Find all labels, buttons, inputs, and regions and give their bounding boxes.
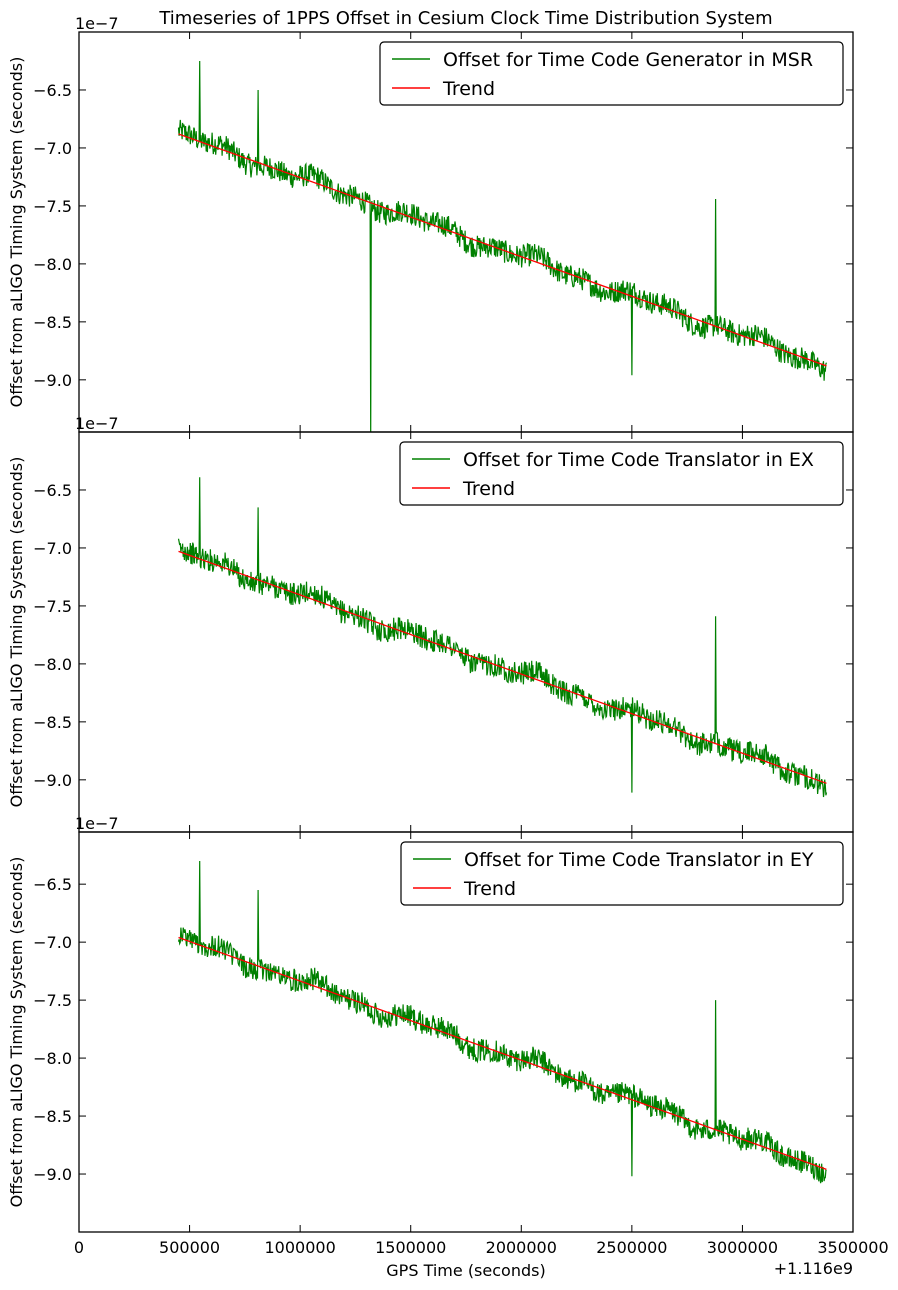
y-tick-label: −8.5 — [33, 313, 72, 332]
y-tick-label: −6.5 — [33, 875, 72, 894]
x-axis-label: GPS Time (seconds) — [386, 1261, 545, 1280]
y-tick-label: −9.0 — [33, 1165, 72, 1184]
chart-panel-middle: −9.0 −8.5 −8.0 −7.5 −7.0 −6.5 1e−7 Offset from … — [7, 414, 854, 833]
chart-panel-top: −9.0 −8.5 −8.0 −7.5 −7.0 −6.5 1e−7 Offset from … — [7, 14, 854, 433]
y-axis-scale-label: 1e−7 — [75, 14, 119, 33]
y-tick-label: −8.0 — [33, 1049, 72, 1068]
x-tick-label: 3000000 — [707, 1238, 778, 1257]
x-tick-label: 1500000 — [375, 1238, 446, 1257]
x-tick-label: 3500000 — [817, 1238, 888, 1257]
legend-label-trend: Trend — [463, 878, 516, 900]
legend-box — [379, 41, 844, 106]
y-tick-label: −8.0 — [33, 655, 72, 674]
data-series-line — [177, 477, 828, 798]
legend-label-data: Offset for Time Code Generator in MSR — [443, 49, 813, 71]
y-tick-label: −8.5 — [33, 713, 72, 732]
legend-label-data: Offset for Time Code Translator in EY — [464, 849, 814, 871]
x-tick-label: 2000000 — [486, 1238, 557, 1257]
y-axis-scale-label: 1e−7 — [75, 814, 119, 833]
trend-line — [178, 550, 827, 784]
y-axis-scale-label: 1e−7 — [75, 414, 119, 433]
x-tick-label: 2500000 — [596, 1238, 667, 1257]
chart-panels: −9.0 −8.5 −8.0 −7.5 −7.0 −6.5 1e−7 Offset from … — [7, 14, 889, 1257]
x-tick-label: 1000000 — [265, 1238, 336, 1257]
y-tick-label: −8.0 — [33, 255, 72, 274]
y-tick-label: −7.0 — [33, 539, 72, 558]
y-tick-label: −6.5 — [33, 481, 72, 500]
y-tick-label: −7.5 — [33, 991, 72, 1010]
y-tick-label: −6.5 — [33, 81, 72, 100]
legend-label-trend: Trend — [442, 78, 495, 100]
chart-title: Timeseries of 1PPS Offset in Cesium Cloc… — [158, 8, 772, 29]
y-axis-label: Offset from aLIGO Timing System (seconds… — [7, 457, 26, 808]
x-tick-label: 500000 — [159, 1238, 220, 1257]
y-tick-label: −7.0 — [33, 139, 72, 158]
x-tick-label: 0 — [74, 1238, 84, 1257]
chart-panel-bottom: −9.0 −8.5 −8.0 −7.5 −7.0 −6.5 0 500000 1000000 15… — [7, 814, 889, 1257]
legend-box — [400, 841, 844, 906]
y-tick-label: −9.0 — [33, 371, 72, 390]
y-tick-label: −8.5 — [33, 1107, 72, 1126]
legend-label-trend: Trend — [462, 478, 515, 500]
legend-label-data: Offset for Time Code Translator in EX — [463, 449, 814, 471]
y-axis-label: Offset from aLIGO Timing System (seconds… — [7, 57, 26, 408]
x-axis-offset-label: +1.116e9 — [774, 1259, 853, 1278]
y-tick-label: −7.5 — [33, 197, 72, 216]
y-tick-label: −7.0 — [33, 933, 72, 952]
y-axis-label: Offset from aLIGO Timing System (seconds… — [7, 857, 26, 1208]
y-tick-label: −7.5 — [33, 597, 72, 616]
legend-box — [399, 441, 844, 506]
data-series-line — [177, 860, 827, 1184]
trend-line — [178, 133, 827, 367]
trend-line — [178, 936, 827, 1171]
plot-frame — [78, 831, 854, 1233]
y-tick-label: −9.0 — [33, 771, 72, 790]
